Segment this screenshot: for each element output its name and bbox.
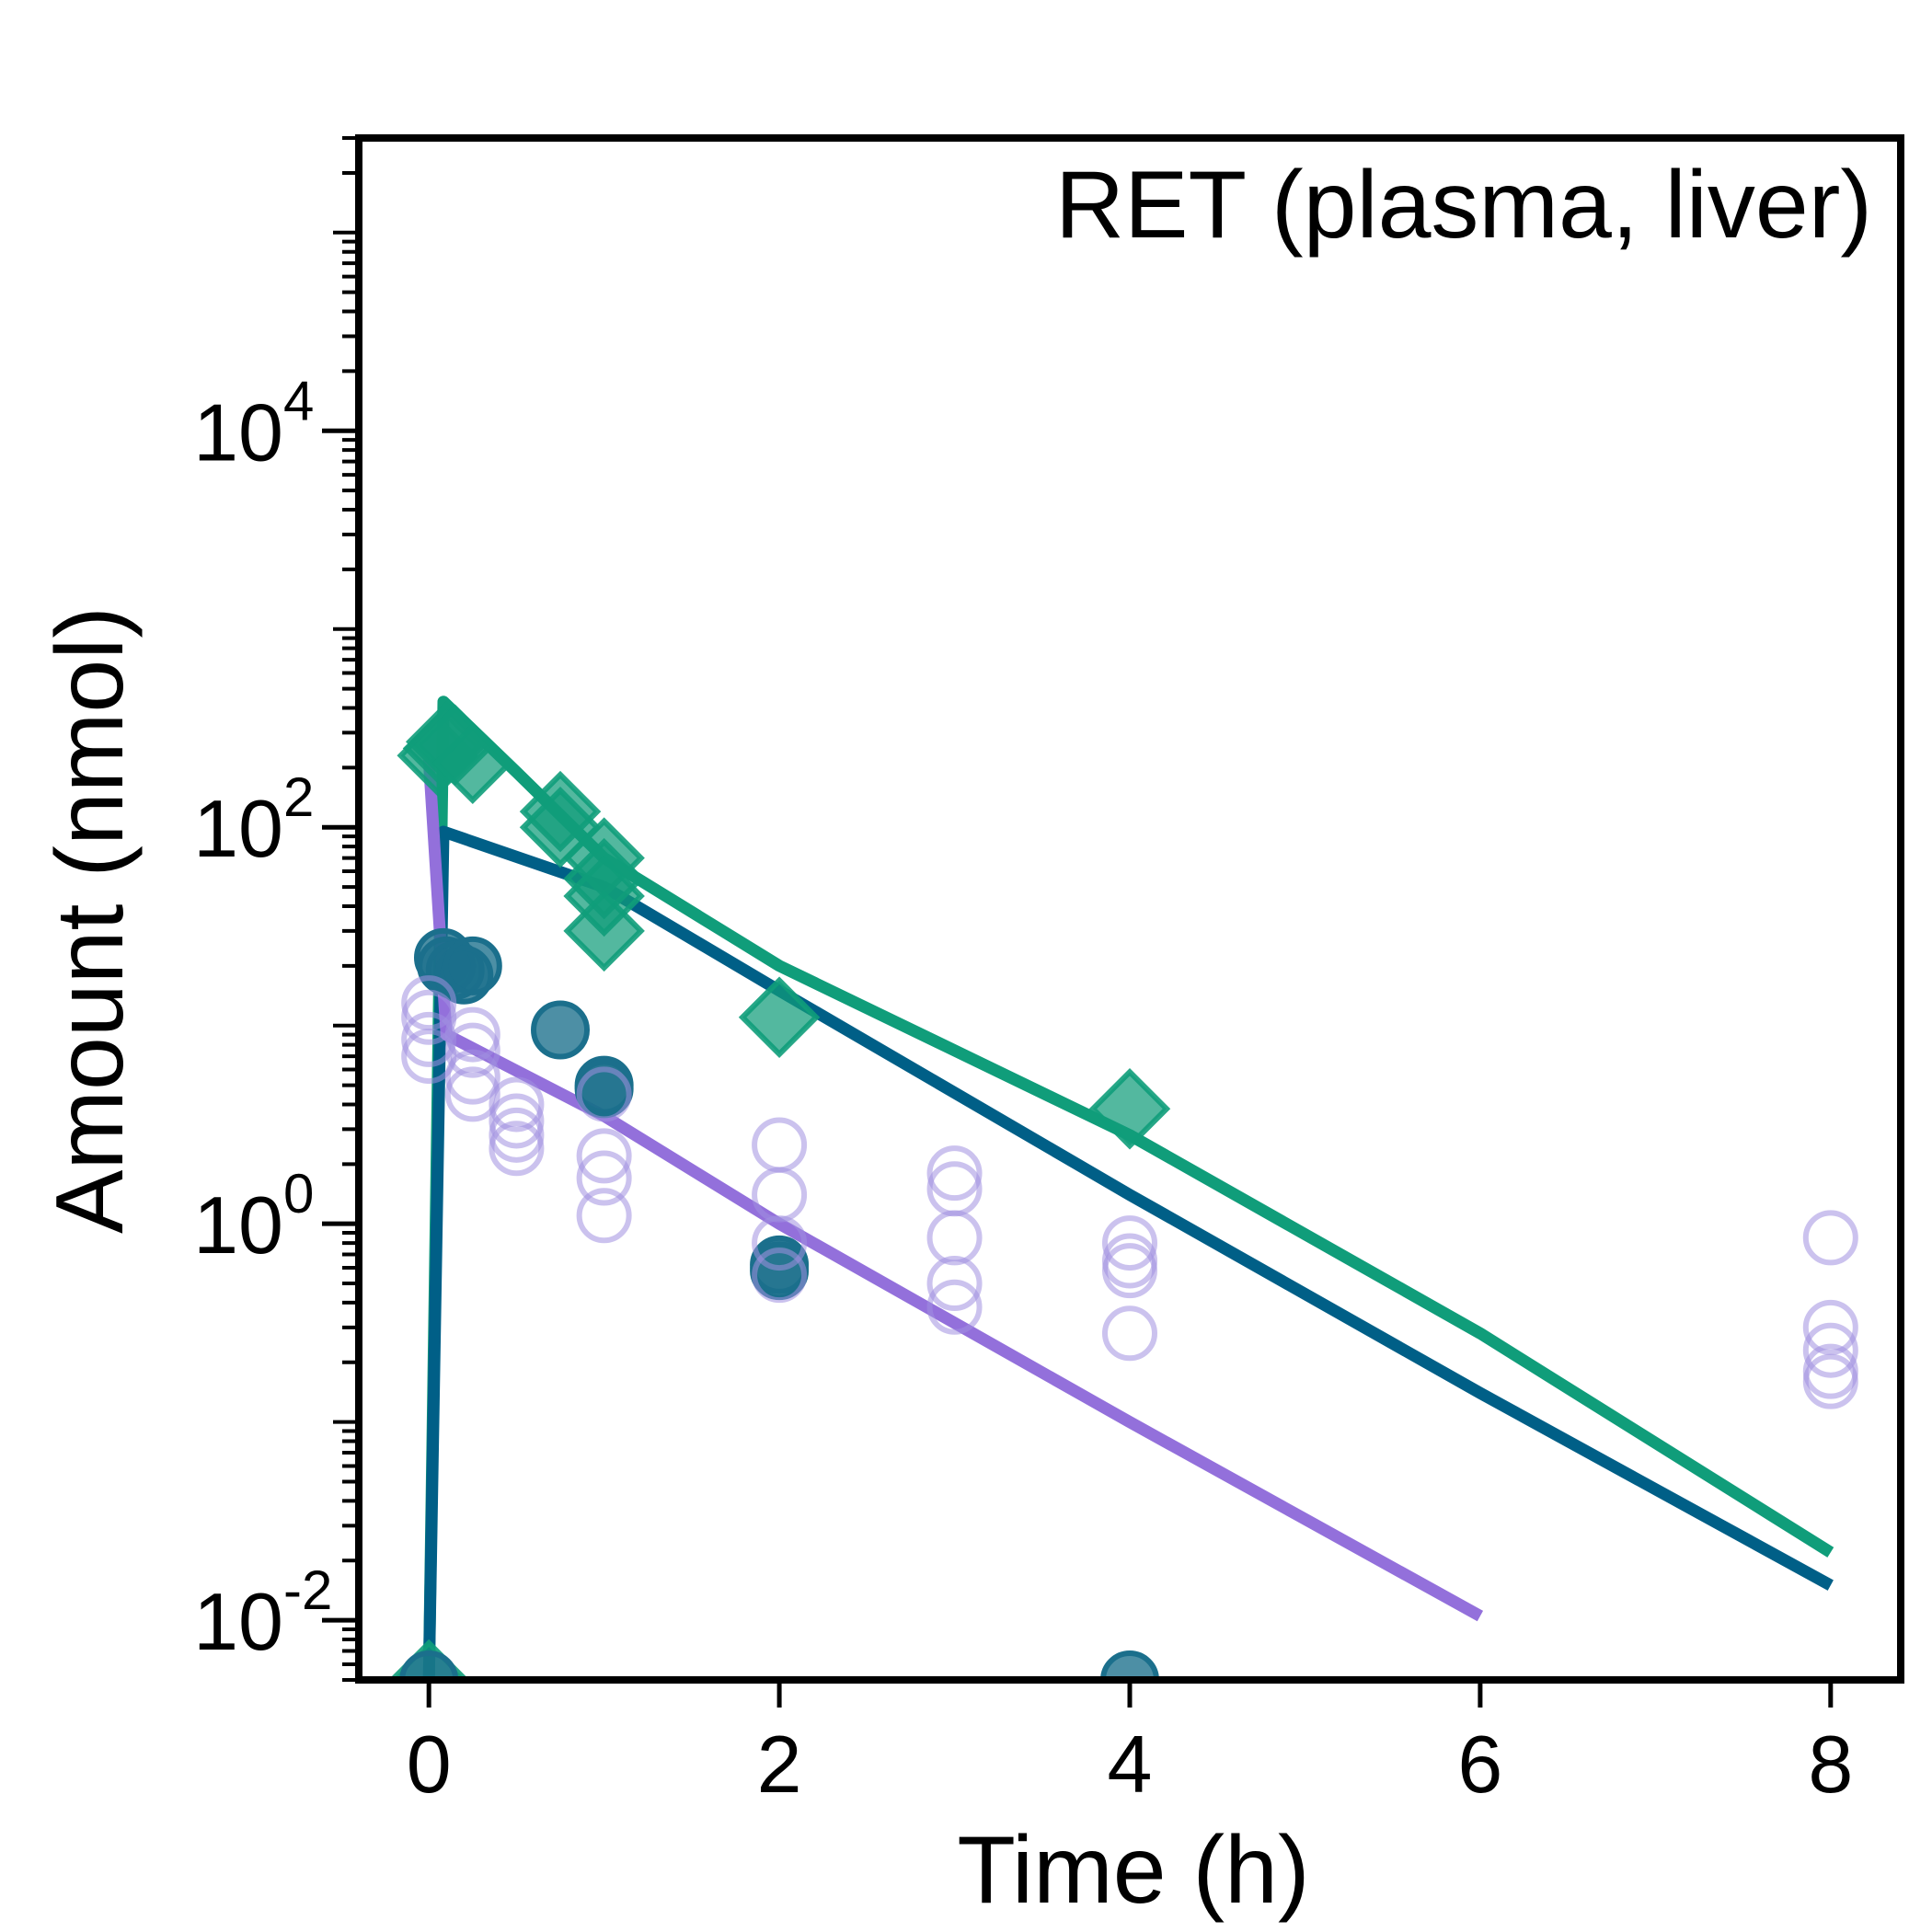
data-point-2-19 <box>752 1248 808 1304</box>
data-point-2-3 <box>401 1029 457 1085</box>
data-point-2-18 <box>752 1215 808 1271</box>
data-point-2-27 <box>1102 1243 1157 1299</box>
data-point-2-7 <box>444 1066 500 1122</box>
data-point-1-5 <box>443 936 502 995</box>
x-tick-label-2: 2 <box>757 1719 802 1810</box>
data-point-2-22 <box>926 1210 983 1266</box>
data-point-2-33 <box>1802 1353 1858 1409</box>
data-point-2-28 <box>1102 1305 1157 1362</box>
x-axis-title: Time (h) <box>957 1817 1309 1924</box>
data-point-2-30 <box>1802 1299 1858 1355</box>
data-point-2-24 <box>926 1279 983 1335</box>
x-tick-label-0: 0 <box>407 1719 452 1810</box>
data-point-2-13 <box>576 1128 632 1184</box>
y-tick-exponent-0: 0 <box>283 1163 314 1225</box>
y-tick-label--2: 10 <box>193 1576 283 1667</box>
data-point-2-17 <box>752 1167 808 1223</box>
chart-title: RET (plasma, liver) <box>1055 152 1872 259</box>
model-curve-4 <box>422 825 1834 1680</box>
data-point-2-20 <box>926 1145 983 1202</box>
data-point-2-10 <box>489 1107 545 1163</box>
data-point-2-11 <box>489 1121 545 1177</box>
data-point-2-4 <box>444 1006 500 1063</box>
data-point-2-0 <box>401 975 457 1031</box>
data-point-1-11 <box>1100 1650 1159 1680</box>
data-point-0-11 <box>563 890 645 972</box>
y-tick-exponent--2: -2 <box>283 1559 332 1621</box>
plot-area <box>387 696 1858 1680</box>
data-point-0-13 <box>1088 1068 1171 1150</box>
plot-marks <box>387 696 1858 1680</box>
data-point-2-31 <box>1802 1322 1858 1378</box>
data-point-0-5 <box>431 722 514 805</box>
data-point-1-6 <box>531 1000 591 1060</box>
data-point-2-29 <box>1802 1210 1858 1266</box>
x-tick-label-8: 8 <box>1808 1719 1853 1810</box>
y-axis-title: Amount (nmol) <box>37 606 144 1234</box>
y-tick-exponent-2: 2 <box>283 766 314 828</box>
data-point-2-2 <box>401 1011 457 1067</box>
y-tick-exponent-4: 4 <box>283 370 314 431</box>
data-point-2-15 <box>576 1188 632 1244</box>
data-point-2-8 <box>489 1076 545 1133</box>
data-point-2-16 <box>752 1117 808 1173</box>
data-point-2-5 <box>444 1022 500 1078</box>
data-point-2-14 <box>576 1150 632 1206</box>
data-point-2-6 <box>444 1049 500 1105</box>
data-point-0-12 <box>738 976 821 1059</box>
y-tick-label-4: 10 <box>193 386 283 477</box>
x-tick-label-4: 4 <box>1108 1719 1153 1810</box>
data-point-2-9 <box>489 1093 545 1149</box>
y-tick-label-0: 10 <box>193 1179 283 1271</box>
x-tick-label-6: 6 <box>1457 1719 1502 1810</box>
data-point-2-12 <box>576 1066 632 1122</box>
data-point-2-23 <box>926 1256 983 1312</box>
data-point-2-25 <box>1102 1215 1157 1271</box>
y-tick-label-2: 10 <box>193 783 283 874</box>
data-point-1-0 <box>399 1650 459 1680</box>
